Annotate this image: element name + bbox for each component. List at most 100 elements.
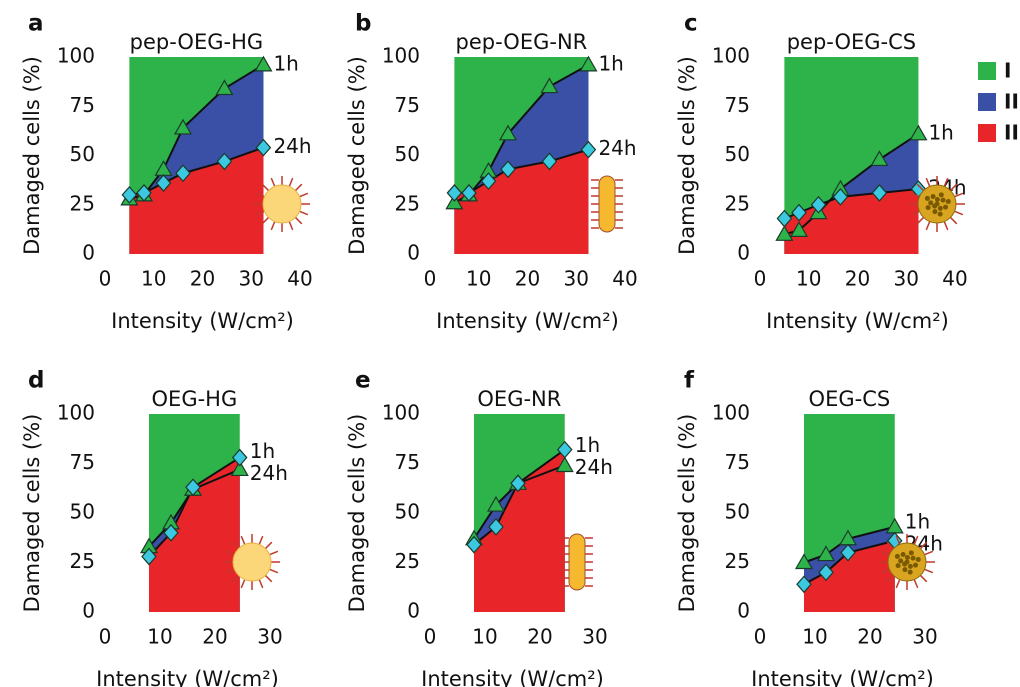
- diamond-marker: [141, 547, 157, 566]
- dot: [907, 563, 913, 569]
- x-tick-label: 30: [564, 267, 589, 291]
- y-tick-label: 50: [725, 142, 750, 166]
- ligand: [255, 192, 265, 198]
- rod: [568, 533, 586, 591]
- dot: [907, 569, 913, 575]
- triangle-marker: [579, 55, 598, 72]
- x-axis-label: Intensity (W/cm²): [751, 667, 934, 687]
- series-line: [473, 464, 566, 540]
- ligand: [910, 210, 920, 216]
- ligand: [924, 550, 934, 556]
- region-III: [474, 449, 565, 612]
- dot: [924, 195, 930, 201]
- sphere: [232, 542, 272, 582]
- particle-icon: [561, 533, 593, 591]
- y-tick-label: 100: [57, 44, 95, 68]
- panel-letter: e: [355, 368, 371, 394]
- diamond-marker: [832, 187, 849, 206]
- diamond-marker: [155, 174, 172, 192]
- dot: [938, 192, 944, 198]
- dot: [902, 561, 908, 567]
- dot: [913, 562, 919, 568]
- x-tick-label: 20: [190, 267, 215, 291]
- dot: [900, 551, 906, 557]
- series-line: [473, 448, 566, 546]
- x-axis-label: Intensity (W/cm²): [96, 667, 279, 687]
- panel-letter: c: [684, 11, 698, 37]
- series-line: [803, 525, 895, 564]
- legend-label: III: [1004, 121, 1020, 145]
- ligand: [231, 574, 240, 583]
- series-label: 1h: [905, 509, 930, 533]
- ligand: [270, 177, 276, 187]
- ligand: [880, 550, 890, 556]
- dot: [930, 193, 936, 199]
- x-tick-label: 0: [754, 267, 767, 291]
- y-tick-label: 100: [57, 401, 95, 425]
- ligand: [943, 177, 949, 187]
- ligand: [294, 216, 303, 225]
- ligand: [913, 535, 919, 545]
- x-tick-label: 10: [147, 625, 172, 649]
- x-tick-label: 0: [99, 267, 112, 291]
- series-label: 24h: [598, 136, 636, 160]
- triangle-marker: [794, 553, 814, 570]
- dot: [902, 567, 908, 573]
- chart-title: pep-OEG-NR: [456, 30, 588, 54]
- x-tick-label: 40: [612, 267, 637, 291]
- x-tick-label: 0: [424, 625, 437, 649]
- ligand: [269, 550, 279, 556]
- diamond-marker: [840, 543, 856, 562]
- ligand: [949, 183, 958, 192]
- diamond-marker: [175, 164, 191, 183]
- particle-icon: [909, 176, 965, 232]
- x-tick-label: 0: [754, 625, 767, 649]
- region-III: [129, 147, 264, 254]
- ligand: [895, 579, 901, 589]
- y-tick-label: 75: [395, 93, 420, 117]
- series-line: [148, 456, 241, 558]
- ligand: [910, 192, 920, 198]
- series-line: [148, 468, 241, 548]
- ligand: [954, 192, 964, 198]
- series-label: 24h: [575, 455, 613, 479]
- x-tick-label: 40: [942, 267, 967, 291]
- dot: [932, 203, 938, 209]
- x-tick-label: 30: [239, 267, 264, 291]
- series-label: 1h: [928, 120, 953, 144]
- x-axis-label: Intensity (W/cm²): [766, 309, 949, 333]
- triangle-marker: [230, 460, 249, 477]
- dot: [932, 209, 938, 215]
- dot: [943, 204, 949, 210]
- diamond-marker: [810, 195, 827, 214]
- y-tick-label: 50: [725, 500, 750, 524]
- legend-swatch: [978, 62, 996, 80]
- panel-letter: f: [684, 368, 695, 394]
- ligand: [261, 183, 270, 192]
- diamond-marker: [580, 140, 597, 159]
- ligand: [294, 183, 303, 192]
- y-axis-label: Damaged cells (%): [675, 56, 699, 255]
- y-tick-label: 0: [407, 241, 420, 265]
- x-tick-label: 40: [287, 267, 312, 291]
- legend-label: II: [1004, 90, 1019, 114]
- legend-swatch: [978, 93, 996, 111]
- triangle-marker: [498, 124, 518, 141]
- triangle-marker: [486, 495, 506, 512]
- ligand: [919, 541, 928, 550]
- y-tick-label: 25: [70, 549, 95, 573]
- triangle-marker: [215, 79, 234, 96]
- ligand: [916, 216, 925, 225]
- ligand: [886, 541, 895, 550]
- dot: [894, 553, 900, 559]
- y-tick-label: 50: [70, 500, 95, 524]
- dot: [915, 557, 921, 563]
- legend-swatch: [978, 124, 996, 142]
- chart-title: OEG-NR: [477, 387, 561, 411]
- ligand: [264, 541, 273, 550]
- ligand: [264, 574, 273, 583]
- y-tick-label: 50: [70, 142, 95, 166]
- rod: [598, 175, 616, 233]
